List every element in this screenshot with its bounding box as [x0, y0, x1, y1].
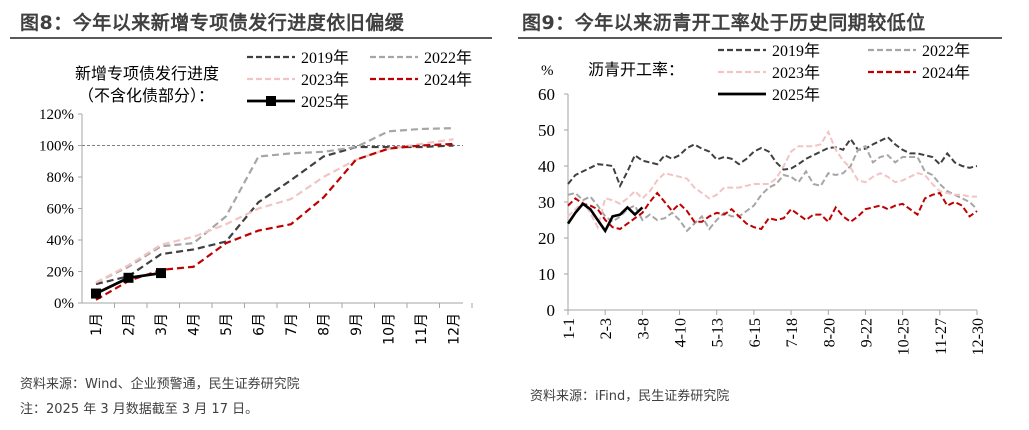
x-tick-label: 5月	[219, 313, 235, 336]
x-tick-label: 12-30	[970, 318, 987, 355]
legend-label-2019: 2019年	[301, 49, 349, 67]
y-tick-label: 10	[538, 265, 555, 284]
issuance-progress-chart: 新增专项债发行进度 （不含化债部分）： 2019年 2022年 2023年 2024年 20…	[39, 49, 473, 345]
series-line-2023	[567, 129, 977, 230]
y-tick-label: 50	[538, 121, 555, 140]
y-tick-label: 0	[547, 301, 556, 320]
x-tick-label: 9-22	[858, 318, 875, 347]
asphalt-operating-rate-chart: % 沥青开工率： 2019年 2022年 2023年 2024年 2025年 0 10 20 30 4…	[538, 42, 987, 355]
x-tick-label: 1月	[89, 313, 105, 336]
x-tick-label: 2月	[122, 313, 138, 336]
legend-marker-2025	[266, 96, 276, 106]
x-tick-label: 7-18	[784, 318, 801, 347]
legend-label-2023: 2023年	[772, 64, 820, 82]
legend-label-2025: 2025年	[772, 86, 820, 104]
x-tick-label: 3-8	[635, 318, 652, 339]
y-tick-label: 0%	[54, 296, 74, 312]
legend-label-2022: 2022年	[424, 49, 472, 67]
x-tick-label: 8-20	[821, 318, 838, 347]
x-tick-label: 11月	[414, 313, 430, 345]
chart-title-line2: （不含化债部分）：	[78, 86, 214, 105]
chart-title: 沥青开工率：	[588, 60, 684, 79]
y-tick-label: 20	[538, 229, 555, 248]
series-line-2022	[95, 127, 454, 284]
series-line-2022	[567, 144, 978, 233]
x-tick-label: 9月	[349, 313, 365, 336]
figure9-title: 图9：今年以来沥青开工率处于历史同期较低位	[522, 12, 926, 34]
y-tick-label: 40%	[47, 233, 75, 249]
figure9-title-rule	[518, 37, 1002, 39]
y-tick-label: 60	[538, 85, 555, 104]
figure8-note: 注：2025 年 3 月数据截至 3 月 17 日。	[20, 402, 259, 417]
y-tick-label: 80%	[47, 170, 75, 186]
series-line-2025	[566, 202, 644, 234]
x-tick-label: 5-13	[710, 318, 727, 347]
x-tick-label: 3月	[154, 313, 170, 336]
x-tick-label: 10-25	[896, 318, 913, 355]
y-tick-label: 20%	[47, 265, 75, 281]
x-tick-label: 8月	[317, 313, 333, 336]
figure8-title-rule	[10, 37, 492, 39]
legend-label-2025: 2025年	[301, 93, 349, 111]
x-tick-label: 6月	[252, 313, 268, 336]
x-tick-label: 12月	[447, 313, 463, 345]
series-line-2023	[95, 138, 454, 284]
y-tick-label: 60%	[47, 202, 75, 218]
x-tick-label: 6-15	[747, 318, 764, 347]
legend-label-2022: 2022年	[922, 42, 970, 60]
data-point-2025	[123, 272, 134, 283]
x-tick-label: 11-27	[933, 318, 950, 355]
y-tick-label: 30	[538, 193, 555, 212]
series-line-2024	[567, 191, 978, 231]
legend-label-2019: 2019年	[772, 42, 820, 60]
legend-label-2024: 2024年	[424, 71, 472, 89]
x-tick-label: 2-3	[598, 318, 615, 339]
y-tick-label: 100%	[39, 139, 74, 155]
data-point-2025	[156, 268, 166, 279]
x-tick-label: 1-1	[561, 318, 578, 339]
x-tick-label: 4月	[187, 313, 203, 336]
x-tick-label: 10月	[382, 313, 398, 345]
series-line-2019	[567, 135, 978, 189]
x-tick-label: 4-10	[673, 318, 690, 347]
chart-title-line1: 新增专项债发行进度	[75, 64, 219, 83]
figure8-source: 资料来源：Wind、企业预警通，民生证券研究院	[20, 377, 300, 392]
y-tick-label: 120%	[39, 107, 74, 123]
series-line-2024	[95, 142, 454, 301]
figure9-source: 资料来源：iFind，民生证券研究院	[530, 389, 730, 404]
x-tick-label: 7月	[284, 313, 300, 336]
legend-label-2023: 2023年	[301, 71, 349, 89]
legend-label-2024: 2024年	[922, 64, 970, 82]
figure8-title: 图8：今年以来新增专项债发行进度依旧偏缓	[20, 12, 405, 34]
y-tick-label: 40	[538, 157, 555, 176]
data-point-2025	[91, 288, 101, 299]
y-unit-label: %	[541, 63, 554, 79]
